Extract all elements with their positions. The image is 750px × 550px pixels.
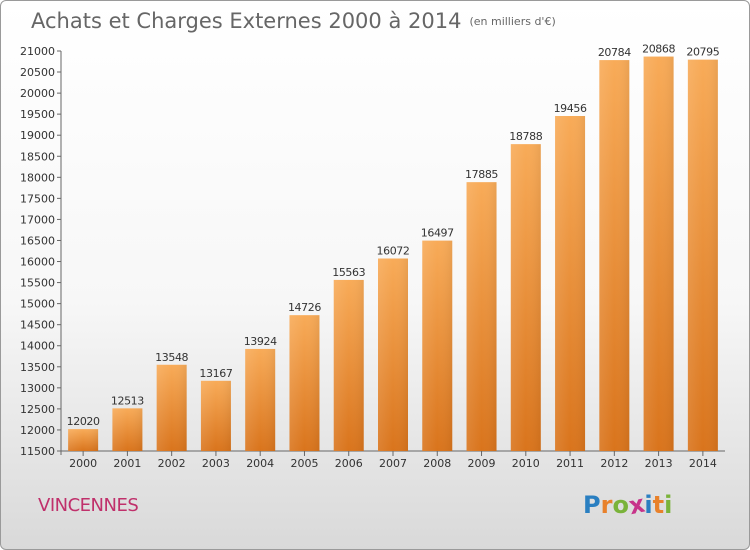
bar-shading bbox=[245, 348, 276, 451]
y-tick-label: 19500 bbox=[20, 108, 55, 121]
x-tick-label: 2013 bbox=[645, 457, 673, 470]
y-tick-label: 18500 bbox=[20, 150, 55, 163]
y-tick-label: 15000 bbox=[20, 298, 55, 311]
x-tick-label: 2014 bbox=[689, 457, 717, 470]
logo-letter: P bbox=[583, 491, 601, 519]
bar-value-label: 20868 bbox=[642, 43, 675, 56]
bar-shading bbox=[378, 258, 408, 451]
y-tick-label: 18000 bbox=[20, 171, 55, 184]
logo-letter: r bbox=[600, 491, 613, 519]
bar-value-label: 19456 bbox=[554, 102, 587, 115]
bar-shading bbox=[333, 279, 364, 451]
x-tick-label: 2009 bbox=[468, 457, 496, 470]
x-tick-label: 2010 bbox=[512, 457, 540, 470]
logo-letter: o bbox=[612, 491, 629, 519]
bar-shading bbox=[643, 56, 674, 452]
bar-value-label: 20784 bbox=[598, 46, 631, 59]
bar-shading bbox=[112, 408, 143, 451]
x-tick-label: 2007 bbox=[379, 457, 407, 470]
y-tick-label: 16000 bbox=[20, 256, 55, 269]
bar-value-label: 12513 bbox=[111, 394, 144, 407]
logo-letter: t bbox=[652, 491, 665, 519]
bar-shading bbox=[510, 144, 541, 451]
bar-shading bbox=[466, 182, 497, 451]
y-tick-label: 12500 bbox=[20, 403, 55, 416]
x-tick-label: 2002 bbox=[158, 457, 186, 470]
bar-value-label: 16497 bbox=[421, 227, 454, 240]
bar-shading bbox=[687, 59, 718, 451]
y-tick-label: 12000 bbox=[20, 424, 55, 437]
bar-shading bbox=[156, 364, 187, 451]
bar-shading bbox=[68, 429, 99, 451]
x-tick-label: 2005 bbox=[290, 457, 318, 470]
y-tick-label: 17000 bbox=[20, 213, 55, 226]
chart-title-text: Achats et Charges Externes 2000 à 2014 bbox=[31, 9, 462, 33]
y-tick-label: 11500 bbox=[20, 445, 55, 458]
y-tick-label: 16500 bbox=[20, 234, 55, 247]
bar-value-label: 12020 bbox=[67, 415, 100, 428]
y-tick-label: 17500 bbox=[20, 192, 55, 205]
x-tick-label: 2004 bbox=[246, 457, 274, 470]
x-tick-label: 2011 bbox=[556, 457, 584, 470]
bar-shading bbox=[599, 60, 630, 452]
x-tick-label: 2003 bbox=[202, 457, 230, 470]
chart-value-labels: 12020 12513 13548 13167 13924 14726 15563 16072… bbox=[67, 43, 721, 429]
bar-value-label: 18788 bbox=[509, 130, 542, 143]
chart-axes: 11500 12000 12500 13000 13500 14000 14500 15000… bbox=[20, 45, 725, 470]
x-tick-label: 2012 bbox=[600, 457, 628, 470]
y-tick-label: 20500 bbox=[20, 66, 55, 79]
y-tick-label: 21000 bbox=[20, 45, 55, 58]
bar-value-label: 13924 bbox=[244, 335, 277, 348]
y-tick-label: 20000 bbox=[20, 87, 55, 100]
x-tick-label: 2001 bbox=[113, 457, 141, 470]
proxiti-logo[interactable]: Proxiti bbox=[583, 490, 673, 521]
logo-letter: i bbox=[664, 491, 673, 519]
y-tick-label: 14500 bbox=[20, 319, 55, 332]
bar-value-label: 17885 bbox=[465, 168, 498, 181]
bar-shading bbox=[422, 240, 453, 451]
bar-shading bbox=[555, 116, 586, 451]
logo-letter: i bbox=[644, 491, 653, 519]
x-tick-label: 2008 bbox=[423, 457, 451, 470]
y-tick-label: 13000 bbox=[20, 382, 55, 395]
chart-unit: (en milliers d'€) bbox=[469, 15, 556, 28]
y-tick-label: 15500 bbox=[20, 277, 55, 290]
y-tick-label: 14000 bbox=[20, 340, 55, 353]
chart-bars bbox=[68, 56, 718, 452]
y-tick-label: 19000 bbox=[20, 129, 55, 142]
x-tick-label: 2000 bbox=[69, 457, 97, 470]
bar-value-label: 16072 bbox=[377, 244, 410, 257]
bar-shading bbox=[200, 380, 231, 451]
chart-title: Achats et Charges Externes 2000 à 2014 (e… bbox=[31, 6, 556, 36]
bar-shading bbox=[289, 315, 320, 451]
y-tick-label: 13500 bbox=[20, 361, 55, 374]
x-tick-label: 2006 bbox=[335, 457, 363, 470]
bar-value-label: 13548 bbox=[155, 351, 188, 364]
bar-value-label: 15563 bbox=[332, 266, 365, 279]
bar-value-label: 20795 bbox=[686, 46, 719, 59]
city-name: VINCENNES bbox=[38, 495, 139, 516]
bar-value-label: 13167 bbox=[199, 367, 232, 380]
bar-value-label: 14726 bbox=[288, 301, 321, 314]
